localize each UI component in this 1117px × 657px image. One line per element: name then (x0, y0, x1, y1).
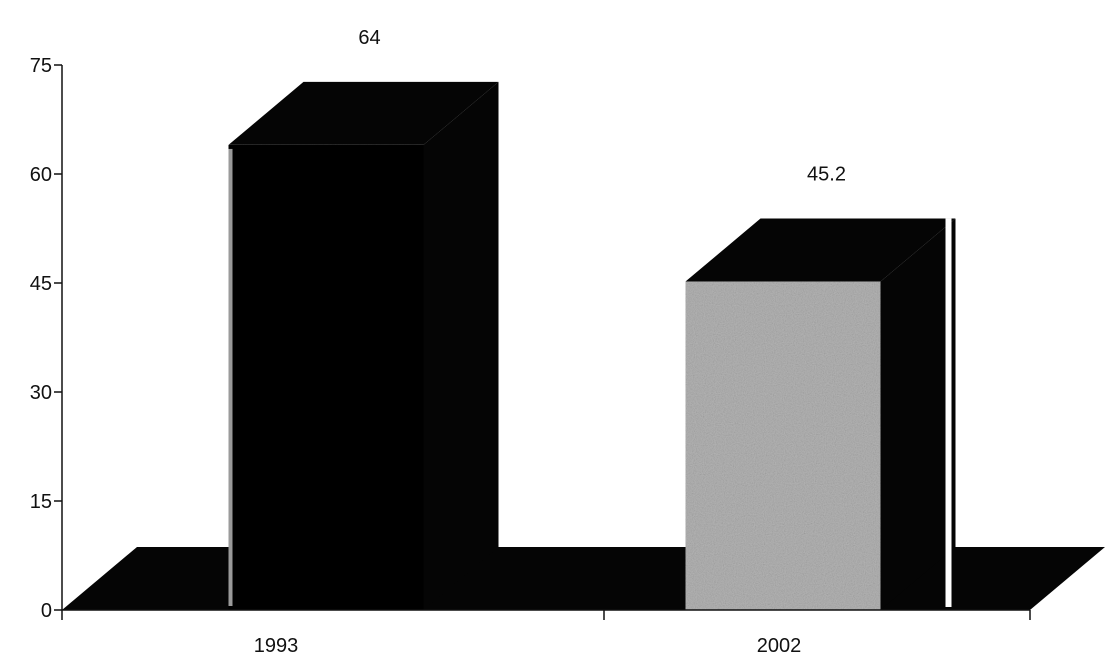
category-labels: 1993 2002 (254, 635, 802, 657)
y-tick-label: 75 (30, 55, 52, 77)
bar-front-1993 (228, 144, 424, 610)
data-labels: 64 45.2 (358, 27, 846, 186)
y-tick-label: 30 (30, 382, 52, 404)
bar-side-2002 (880, 218, 956, 610)
bar-2002 (685, 218, 956, 610)
data-label-2002: 45.2 (807, 164, 846, 186)
y-tick-label: 15 (30, 491, 52, 513)
bar-edge-highlight (228, 148, 233, 606)
y-tick-label: 0 (41, 600, 52, 622)
category-label-2002: 2002 (757, 635, 802, 657)
bars (228, 81, 956, 610)
y-axis: 0 15 30 45 60 75 (30, 55, 63, 622)
bar-top-2002 (685, 218, 956, 282)
bar-front-2002 (685, 281, 881, 610)
category-label-1993: 1993 (254, 635, 299, 657)
x-axis (61, 609, 1031, 620)
bar-1993 (228, 81, 499, 610)
bar-side-1993 (423, 81, 499, 610)
bar-top-1993 (228, 81, 499, 145)
y-tick-label: 60 (30, 164, 52, 186)
y-tick-label: 45 (30, 273, 52, 295)
divider-line (945, 218, 952, 607)
data-label-1993: 64 (358, 27, 380, 49)
